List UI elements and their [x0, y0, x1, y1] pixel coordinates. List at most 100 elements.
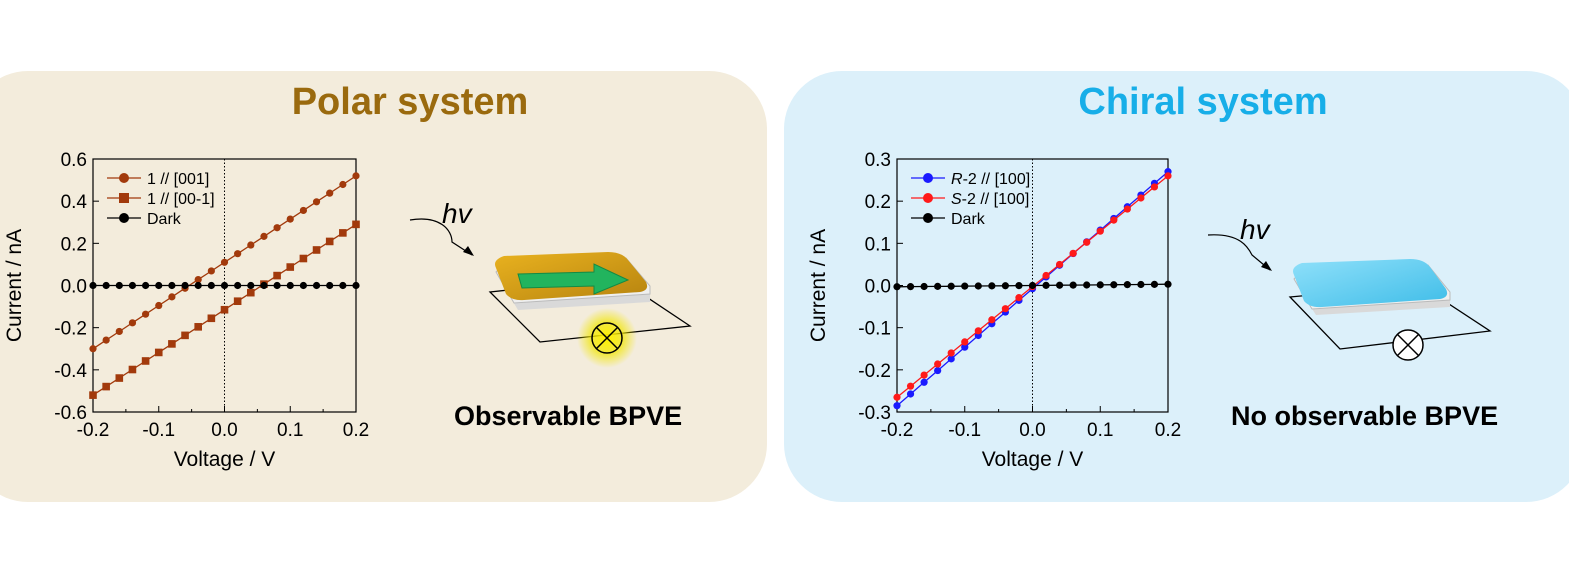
data-point — [102, 281, 110, 290]
data-point — [934, 282, 942, 290]
data-point — [893, 402, 901, 410]
legend-label: Dark — [951, 211, 986, 228]
y-tick-label: -0.2 — [858, 361, 891, 382]
lamp-icon — [591, 322, 623, 354]
data-point — [260, 232, 268, 240]
data-point — [988, 316, 996, 324]
data-point — [273, 224, 281, 232]
x-tick-label: -0.2 — [881, 420, 914, 441]
data-point — [961, 282, 969, 290]
data-point — [1056, 260, 1064, 269]
data-point — [1001, 305, 1009, 313]
no-observable-bpve-label: No observable BPVE — [1231, 401, 1499, 431]
x-axis-label: Voltage / V — [174, 448, 276, 471]
data-point — [194, 275, 202, 284]
legend-label: 1 // [00-1] — [147, 191, 215, 208]
hv-label: hv — [1240, 214, 1272, 245]
data-point — [207, 267, 215, 275]
data-point — [312, 246, 321, 254]
data-point — [1164, 172, 1172, 180]
data-point — [1137, 280, 1145, 289]
legend-marker — [119, 193, 129, 203]
data-point — [312, 198, 321, 206]
data-point — [1164, 280, 1172, 288]
x-axis-label: Voltage / V — [982, 448, 1084, 471]
data-point — [1042, 271, 1050, 280]
data-point — [89, 281, 97, 290]
data-point — [1096, 281, 1104, 289]
data-point — [947, 349, 955, 357]
data-point — [220, 281, 229, 290]
data-point — [128, 281, 137, 290]
data-point — [273, 281, 281, 290]
data-point — [207, 314, 216, 323]
lamp-icon — [1392, 329, 1424, 361]
data-point — [1083, 281, 1091, 289]
data-point — [181, 281, 189, 290]
data-point — [1123, 205, 1131, 213]
data-point — [194, 323, 202, 331]
data-point — [89, 345, 97, 353]
data-point — [155, 301, 163, 310]
x-tick-label: 0.0 — [1019, 420, 1045, 441]
legend-marker — [119, 213, 129, 223]
data-point — [220, 305, 229, 314]
data-point — [247, 281, 255, 290]
data-point — [339, 229, 347, 237]
data-point — [920, 378, 928, 386]
polar-iv-chart: -0.2 -0.1 0.0 0.1 0.2 -0.6 -0.4 -0.2 0.0 0.2 0.4 0.… — [3, 150, 369, 471]
data-point — [893, 283, 901, 291]
chiral-system-title: Chiral system — [1078, 81, 1328, 123]
data-point — [961, 343, 969, 351]
data-point — [1001, 282, 1009, 290]
y-tick-label: 0.2 — [865, 192, 891, 213]
data-point — [168, 293, 176, 301]
data-point — [181, 331, 189, 340]
data-point — [168, 281, 176, 290]
legend-marker — [923, 213, 933, 223]
data-point — [1096, 227, 1104, 235]
data-point — [128, 365, 137, 374]
legend-label: Dark — [147, 211, 182, 228]
data-point — [1069, 249, 1077, 257]
data-point — [247, 288, 255, 297]
data-point — [1056, 281, 1064, 289]
data-point — [947, 355, 955, 363]
data-point — [89, 391, 97, 399]
data-point — [194, 281, 202, 290]
y-axis-label: Current / nA — [3, 229, 26, 342]
data-point — [273, 271, 281, 280]
x-tick-label: 0.1 — [277, 420, 303, 441]
data-point — [286, 215, 294, 223]
data-point — [947, 282, 955, 290]
data-point — [1015, 282, 1023, 290]
data-point — [974, 282, 982, 290]
data-point — [988, 282, 996, 290]
observable-bpve-label: Observable BPVE — [454, 401, 683, 431]
data-point — [1150, 280, 1159, 288]
data-point — [168, 340, 176, 348]
data-point — [1015, 294, 1023, 302]
y-tick-label: -0.6 — [54, 403, 87, 424]
y-tick-label: -0.2 — [54, 319, 87, 340]
y-tick-label: -0.1 — [858, 319, 891, 340]
data-point — [1069, 281, 1077, 289]
x-tick-label: 0.2 — [1155, 420, 1181, 441]
data-point — [326, 281, 334, 290]
y-tick-label: 0.0 — [61, 277, 87, 298]
y-axis-label: Current / nA — [807, 229, 830, 342]
data-point — [234, 281, 242, 290]
legend-label: S-2 // [100] — [951, 191, 1029, 208]
data-point — [906, 382, 915, 390]
data-point — [339, 281, 347, 290]
y-tick-label: 0.0 — [865, 277, 891, 298]
data-point — [920, 282, 928, 291]
y-tick-label: 0.6 — [61, 150, 87, 171]
data-point — [920, 371, 928, 379]
data-point — [115, 327, 123, 336]
data-point — [961, 338, 969, 346]
data-point — [1150, 183, 1159, 191]
data-point — [893, 393, 901, 401]
legend-label: R-2 // [100] — [951, 171, 1030, 188]
y-tick-label: 0.4 — [61, 192, 88, 213]
